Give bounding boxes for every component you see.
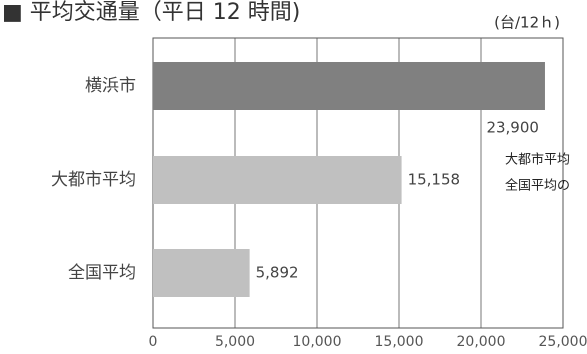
annotation-line-2: 全国平均の [505,178,570,194]
chart-title: ■ 平均交通量（平日 12 時間) [2,0,300,25]
annotation-line-1: 大都市平均 [505,152,570,168]
data-label: 5,892 [256,264,299,282]
unit-label: (台/12ｈ) [494,14,560,32]
bar-layer [153,62,545,297]
category-label: 横浜市 [85,76,136,96]
bar [153,62,545,110]
x-tick-label: 15,000 [375,334,424,350]
category-label: 大都市平均 [51,170,136,190]
bar [153,156,402,204]
data-label: 15,158 [408,171,461,189]
data-label: 23,900 [486,119,539,137]
x-tick-label: 20,000 [457,334,506,350]
x-tick-label: 5,000 [215,334,255,350]
category-label: 全国平均 [68,263,136,283]
x-tick-label: 0 [149,334,158,350]
bar [153,249,250,297]
x-tick-label: 10,000 [293,334,342,350]
label-layer: 0 5,000 10,000 15,000 20,000 25,000 横浜市 23,900 大… [51,76,587,350]
x-tick-label: 25,000 [539,334,587,350]
